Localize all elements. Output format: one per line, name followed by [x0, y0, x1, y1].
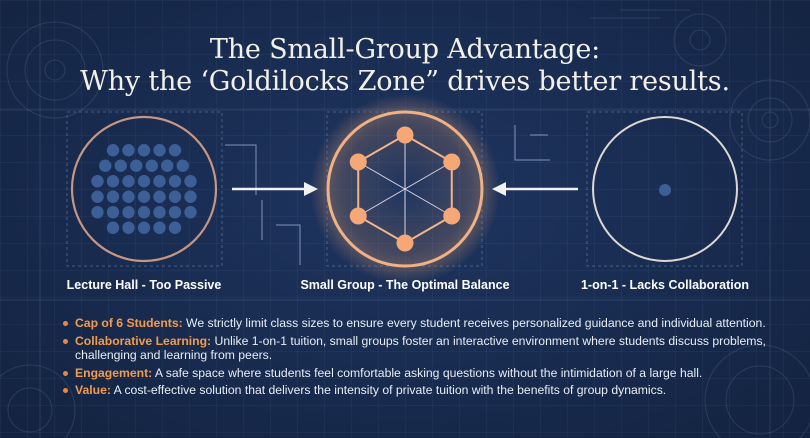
network-spoke — [357, 161, 453, 217]
student-dot — [137, 190, 151, 203]
title-line-2: Why the ‘Goldilocks Zone” drives better … — [80, 66, 730, 97]
point-heading: Collaborative Learning: — [75, 333, 212, 348]
one-on-one-ring — [592, 116, 738, 262]
student-dot — [114, 159, 127, 172]
list-item: Collaborative Learning: Unlike 1-on-1 tu… — [60, 334, 780, 363]
lecture-hall-ring — [70, 115, 218, 263]
page-title: The Small-Group Advantage: Why the ‘Gold… — [0, 34, 810, 98]
student-dot — [176, 159, 189, 172]
student-dot — [106, 144, 120, 157]
small-group-network — [349, 126, 461, 252]
student-node — [396, 126, 414, 144]
student-node — [349, 153, 367, 171]
student-dot — [91, 175, 104, 188]
student-dot — [184, 206, 197, 219]
student-dot — [168, 206, 182, 219]
student-dot — [122, 175, 135, 188]
small-group-ring — [326, 110, 484, 268]
point-text: We strictly limit class sizes to ensure … — [182, 316, 766, 330]
point-text: A cost-effective solution that delivers … — [110, 383, 667, 397]
student-dot — [122, 206, 135, 219]
point-heading: Cap of 6 Students: — [75, 316, 183, 330]
title-line-1: The Small-Group Advantage: — [209, 34, 601, 65]
student-dot — [106, 221, 120, 234]
one-on-one-dot — [659, 184, 671, 196]
student-dot — [106, 190, 120, 203]
list-item: Cap of 6 Students: We strictly limit cla… — [60, 316, 780, 331]
student-dot — [184, 190, 197, 203]
student-dot — [153, 144, 166, 157]
student-dot — [168, 190, 182, 203]
student-dot — [137, 175, 151, 188]
student-node — [443, 207, 461, 225]
list-item: Value: A cost-effective solution that de… — [60, 383, 780, 398]
point-text: Unlike 1-on-1 tuition, small groups fost… — [75, 333, 766, 363]
student-dot — [153, 190, 166, 203]
student-dot — [91, 206, 104, 219]
point-text: A safe space where students feel comfort… — [152, 365, 703, 380]
student-node — [349, 207, 367, 225]
student-dot — [122, 144, 135, 157]
student-dot — [184, 175, 197, 188]
student-dot — [106, 175, 120, 188]
student-dot — [161, 159, 174, 172]
student-dot — [106, 206, 120, 219]
lecture-hall-dots — [91, 144, 197, 234]
student-dot — [122, 221, 135, 234]
student-dot — [99, 159, 112, 172]
label-small-group: Small Group - The Optimal Balance — [300, 278, 510, 292]
student-dot — [168, 144, 182, 157]
point-heading: Value: — [75, 383, 111, 397]
student-dot — [91, 190, 104, 203]
student-dot — [168, 175, 182, 188]
student-node — [443, 153, 461, 171]
student-dot — [137, 221, 151, 234]
list-item: Engagement: A safe space where students … — [60, 366, 780, 381]
student-dot — [145, 159, 158, 172]
student-dot — [137, 206, 151, 219]
arrow-left-icon — [492, 182, 578, 196]
point-heading: Engagement: — [75, 365, 153, 380]
student-dot — [153, 206, 166, 219]
arrow-right-icon — [232, 182, 318, 196]
student-dot — [137, 144, 151, 157]
student-node — [396, 234, 414, 252]
student-dot — [168, 221, 182, 234]
student-dot — [153, 221, 166, 234]
student-dot — [153, 175, 166, 188]
label-one-on-one: 1-on-1 - Lacks Collaboration — [580, 278, 750, 292]
student-dot — [122, 190, 135, 203]
benefits-list: Cap of 6 Students: We strictly limit cla… — [60, 316, 780, 401]
label-lecture-hall: Lecture Hall - Too Passive — [66, 278, 222, 292]
student-dot — [130, 159, 143, 172]
